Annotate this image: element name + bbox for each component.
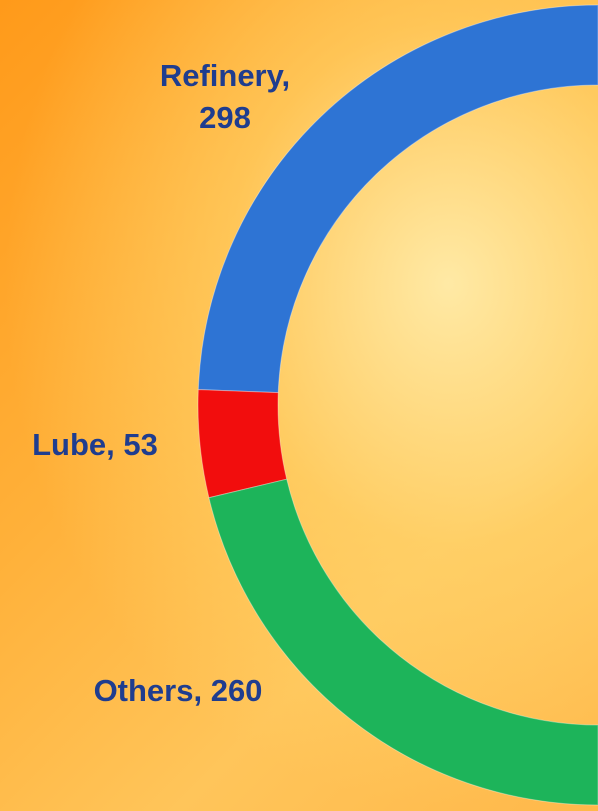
data-label: Others, 260 bbox=[48, 670, 308, 712]
data-label: Refinery, 298 bbox=[130, 55, 320, 139]
donut-segment bbox=[198, 390, 287, 498]
page: {"chart_data": {"type": "donut", "catego… bbox=[0, 0, 598, 811]
donut-segment bbox=[209, 479, 598, 805]
data-label: Lube, 53 bbox=[0, 424, 195, 466]
